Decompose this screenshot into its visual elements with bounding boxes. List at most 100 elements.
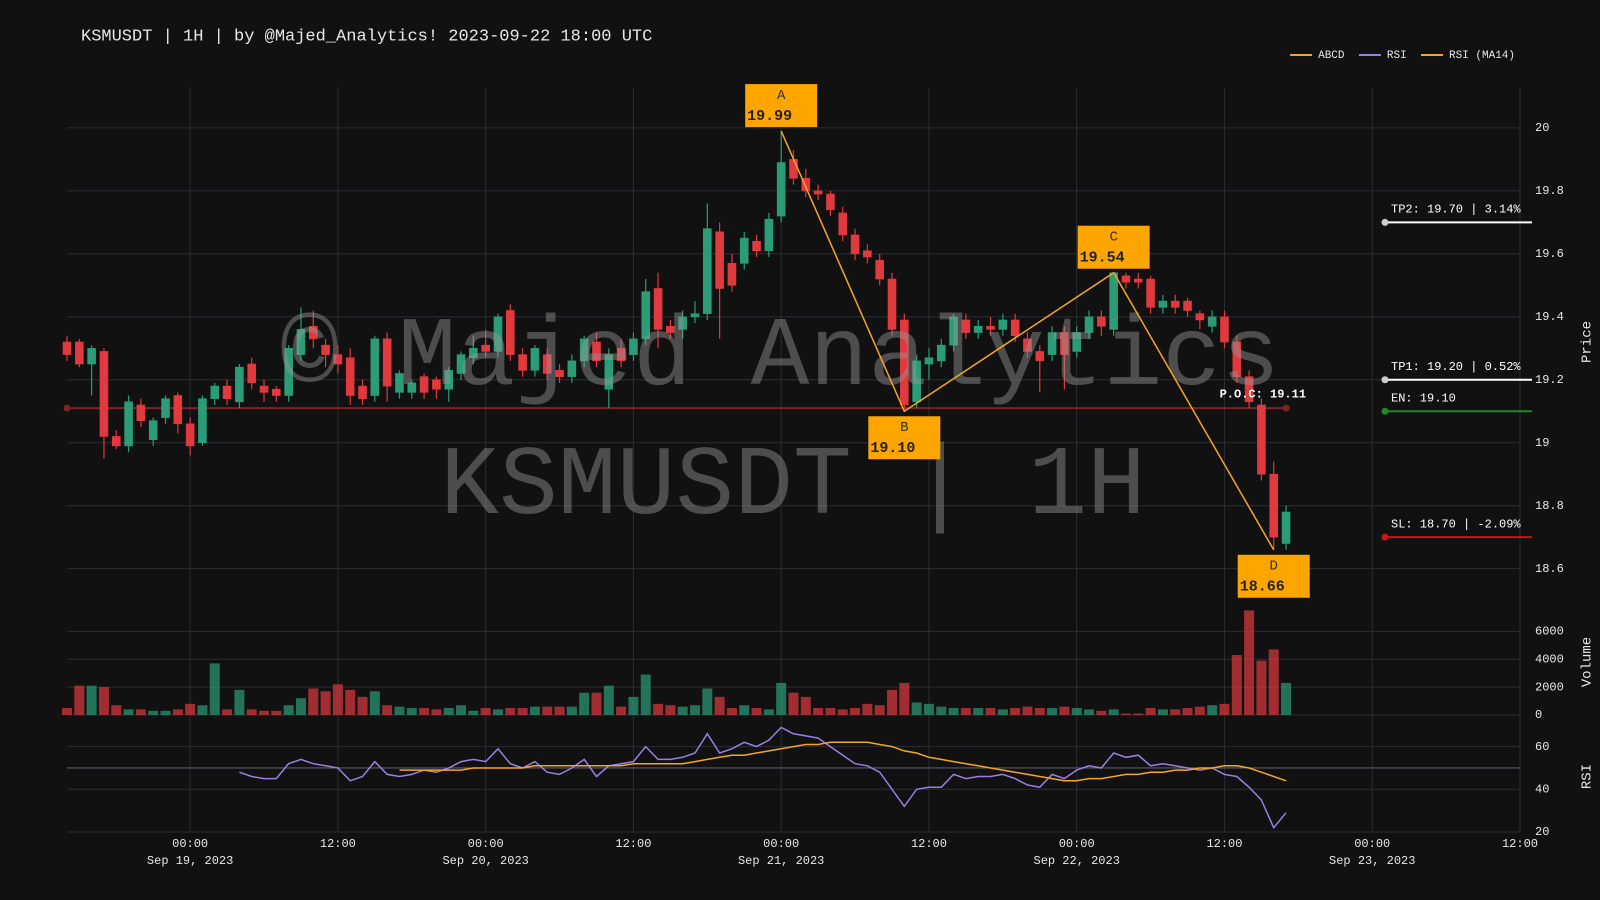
abcd-letter: A bbox=[777, 88, 786, 104]
volume-bar bbox=[98, 687, 109, 715]
abcd-box bbox=[745, 84, 818, 128]
volume-bar bbox=[369, 691, 380, 715]
volume-bar bbox=[111, 705, 122, 715]
candle-body bbox=[998, 319, 1008, 330]
x-tick-date: Sep 21, 2023 bbox=[738, 854, 824, 868]
candle-body bbox=[936, 344, 946, 362]
volume-bar bbox=[1022, 706, 1033, 715]
candle-body bbox=[407, 382, 417, 393]
x-tick-label: 00:00 bbox=[763, 837, 799, 851]
candle-body bbox=[838, 212, 848, 236]
volume-bar bbox=[1157, 709, 1168, 715]
volume-bar bbox=[1047, 708, 1058, 715]
candle-body bbox=[776, 162, 786, 217]
volume-bar bbox=[148, 710, 159, 715]
volume-bar bbox=[1256, 660, 1267, 715]
candle-body bbox=[764, 218, 774, 252]
candle-body bbox=[555, 370, 564, 377]
volume-bar bbox=[640, 674, 651, 715]
rsi-line bbox=[399, 741, 1287, 782]
poc-end bbox=[1282, 404, 1290, 412]
candle-body bbox=[1072, 332, 1082, 352]
volume-bar bbox=[468, 710, 479, 715]
x-tick-label: 00:00 bbox=[468, 837, 504, 851]
volume-bar bbox=[911, 702, 922, 715]
volume-bar bbox=[1059, 706, 1070, 715]
candle-body bbox=[1244, 376, 1254, 403]
candle-body bbox=[222, 385, 232, 399]
candle-body bbox=[1220, 316, 1229, 343]
volume-bar bbox=[1194, 706, 1205, 715]
volume-bar bbox=[714, 696, 725, 715]
candle-body bbox=[727, 262, 737, 286]
volume-bar bbox=[172, 709, 183, 715]
volume-bar bbox=[197, 705, 208, 715]
volume-bar bbox=[443, 708, 454, 715]
candle-body bbox=[87, 347, 96, 365]
watermark: © Majed Analytics bbox=[280, 303, 1280, 414]
candle-body bbox=[247, 363, 257, 384]
x-tick-label: 12:00 bbox=[320, 837, 356, 851]
abcd-letter: D bbox=[1270, 558, 1278, 574]
volume-bar bbox=[850, 708, 861, 715]
candle-body bbox=[752, 240, 761, 252]
axis-title: Volume bbox=[1580, 637, 1596, 687]
candle-body bbox=[875, 259, 884, 280]
candle-body bbox=[333, 354, 343, 365]
y-tick-label: 18.6 bbox=[1535, 562, 1564, 576]
candle-body bbox=[358, 385, 367, 399]
candle-body bbox=[308, 325, 318, 340]
volume-bar bbox=[320, 691, 331, 715]
level-dot bbox=[1381, 533, 1389, 541]
y-tick-label: 19.8 bbox=[1535, 184, 1564, 198]
volume-bar bbox=[234, 689, 245, 715]
volume-bar bbox=[1096, 710, 1107, 715]
candle-body bbox=[690, 313, 700, 318]
volume-bar bbox=[628, 696, 639, 715]
level-dot bbox=[1381, 407, 1389, 415]
volume-bar bbox=[1084, 709, 1095, 715]
x-tick-date: Sep 23, 2023 bbox=[1329, 854, 1415, 868]
level-label: EN: 19.10 bbox=[1391, 391, 1456, 405]
volume-bar bbox=[579, 692, 590, 715]
candle-body bbox=[739, 237, 749, 264]
y-tick-label: 0 bbox=[1535, 708, 1542, 722]
candle-body bbox=[715, 231, 724, 289]
volume-bar bbox=[456, 705, 467, 715]
volume-bar bbox=[1244, 610, 1255, 715]
volume-bar bbox=[419, 708, 430, 715]
volume-bar bbox=[246, 709, 257, 715]
candle-body bbox=[629, 338, 638, 355]
abcd-value: 19.99 bbox=[747, 108, 792, 125]
volume-bar bbox=[1268, 649, 1279, 715]
volume-bar bbox=[689, 705, 700, 715]
candle-body bbox=[924, 357, 934, 365]
candle-body bbox=[579, 338, 589, 362]
candle-body bbox=[863, 250, 872, 258]
candle-body bbox=[1060, 332, 1069, 355]
candle-body bbox=[1207, 316, 1217, 327]
candle-body bbox=[887, 278, 897, 330]
volume-bar bbox=[222, 709, 233, 715]
candle-body bbox=[592, 341, 601, 362]
abcd-value: 18.66 bbox=[1240, 579, 1285, 596]
candle-body bbox=[961, 319, 971, 333]
volume-bar bbox=[973, 708, 984, 715]
volume-bar bbox=[616, 706, 627, 715]
volume-bar bbox=[480, 708, 491, 715]
candle-body bbox=[641, 291, 651, 340]
candle-body bbox=[1281, 511, 1291, 544]
candle-body bbox=[296, 329, 306, 355]
abcd-letter: B bbox=[900, 420, 908, 436]
volume-bar bbox=[209, 663, 220, 715]
candle-body bbox=[1010, 319, 1020, 337]
candle-body bbox=[518, 354, 527, 371]
volume-bar bbox=[739, 705, 750, 715]
candle-body bbox=[185, 423, 195, 447]
volume-bar bbox=[1231, 655, 1242, 715]
candle-body bbox=[259, 385, 269, 393]
volume-bar bbox=[788, 692, 799, 715]
candle-body bbox=[198, 398, 207, 444]
volume-bar bbox=[1108, 709, 1119, 715]
volume-bar bbox=[505, 708, 516, 715]
